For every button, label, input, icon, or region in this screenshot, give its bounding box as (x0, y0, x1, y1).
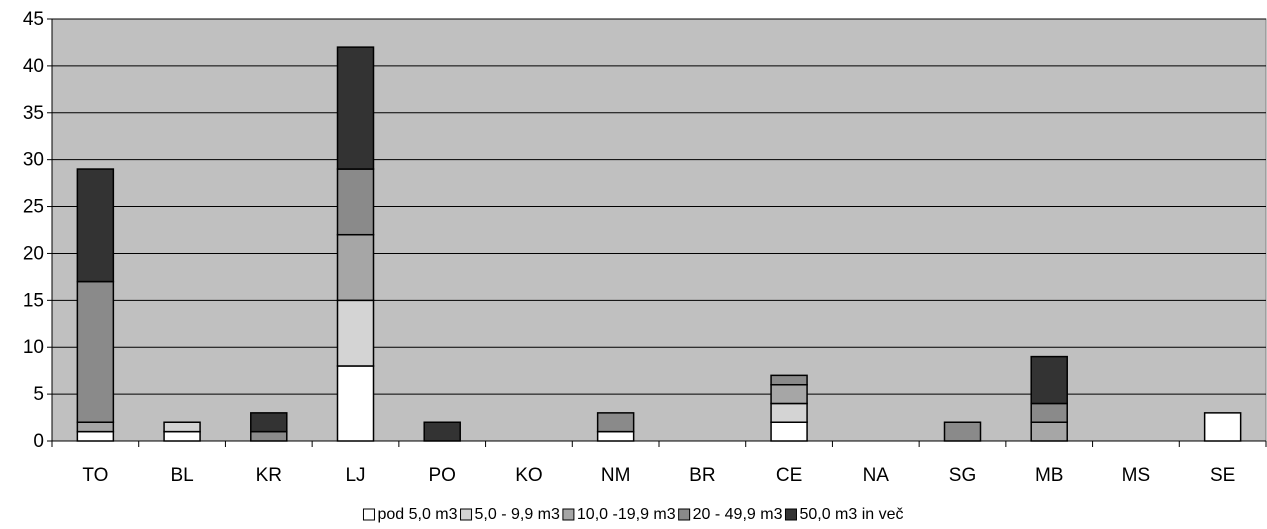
y-tick-label: 40 (23, 56, 44, 77)
legend: pod 5,0 m3 5,0 - 9,9 m3 10,0 -19,9 m3 20 - … (362, 506, 904, 523)
x-category-label: MB (1035, 465, 1064, 486)
legend-swatch (678, 508, 691, 521)
x-category-label: MS (1122, 465, 1151, 486)
y-axis: 0 5 10 15 20 25 30 35 40 45 (23, 9, 53, 452)
bar-segment (770, 383, 808, 405)
x-category-label: KO (515, 465, 542, 486)
bar-segment (1030, 355, 1068, 405)
y-tick-label: 30 (23, 150, 44, 171)
legend-swatch (362, 508, 375, 521)
x-category-label: SG (949, 465, 976, 486)
bar-segment (336, 233, 375, 302)
bar-segment (770, 402, 808, 423)
bar-segment (770, 421, 808, 442)
x-category-label: NA (863, 465, 890, 486)
x-category-label: SE (1210, 465, 1235, 486)
bar-segment (1030, 402, 1068, 423)
x-category-label: NM (601, 465, 631, 486)
y-tick-label: 5 (33, 384, 44, 405)
y-tick-label: 25 (23, 197, 44, 218)
legend-swatch (460, 508, 473, 521)
bar-segment (76, 430, 115, 442)
bar-segment (596, 430, 635, 442)
bar-segment (336, 299, 375, 367)
legend-label: 50,0 m3 in več (799, 506, 903, 523)
bar-segment (336, 46, 375, 170)
bar-segment (76, 280, 115, 423)
x-category-label: KR (256, 465, 282, 486)
bar-segment (770, 374, 808, 386)
y-tick-label: 15 (23, 290, 44, 311)
bar-segment (596, 412, 635, 433)
legend-swatch (562, 508, 575, 521)
bar-segment (163, 421, 201, 433)
bar-segment (423, 421, 461, 442)
legend-label: 5,0 - 9,9 m3 (475, 506, 560, 523)
bar-segment (250, 412, 288, 433)
x-category-label: BL (170, 465, 193, 486)
x-category-label: CE (776, 465, 802, 486)
bar-segment (1203, 412, 1242, 442)
legend-swatch (784, 508, 797, 521)
gridlines (52, 18, 1266, 395)
bar-segment (76, 168, 115, 283)
bars (76, 46, 1242, 442)
y-tick-label: 10 (23, 337, 44, 358)
legend-item: 20 - 49,9 m3 (678, 506, 783, 523)
x-category-label: TO (82, 465, 108, 486)
bar-segment (336, 168, 375, 236)
bar-segment (943, 421, 982, 442)
y-tick-label: 35 (23, 103, 44, 124)
y-tick-label: 0 (33, 431, 44, 452)
x-category-label: LJ (345, 465, 365, 486)
legend-item: 5,0 - 9,9 m3 (460, 506, 560, 523)
bar-segment (76, 421, 115, 433)
y-tick-label: 20 (23, 243, 44, 264)
plot-area (51, 18, 1267, 442)
bar-segment (1030, 421, 1068, 442)
x-category-label: PO (428, 465, 455, 486)
bar-segment (250, 430, 288, 442)
bar-segment (336, 365, 375, 442)
legend-label: 20 - 49,9 m3 (693, 506, 783, 523)
legend-item: 50,0 m3 in več (784, 506, 904, 523)
x-category-label: BR (689, 465, 715, 486)
x-axis: TO BL KR LJ PO KO NM BR CE NA SG MB MS SE (51, 440, 1267, 486)
legend-label: 10,0 -19,9 m3 (577, 506, 676, 523)
legend-label: pod 5,0 m3 (377, 506, 457, 523)
legend-item: pod 5,0 m3 (362, 506, 458, 523)
legend-item: 10,0 -19,9 m3 (562, 506, 676, 523)
bar-segment (163, 430, 201, 442)
y-tick-label: 45 (23, 9, 44, 30)
